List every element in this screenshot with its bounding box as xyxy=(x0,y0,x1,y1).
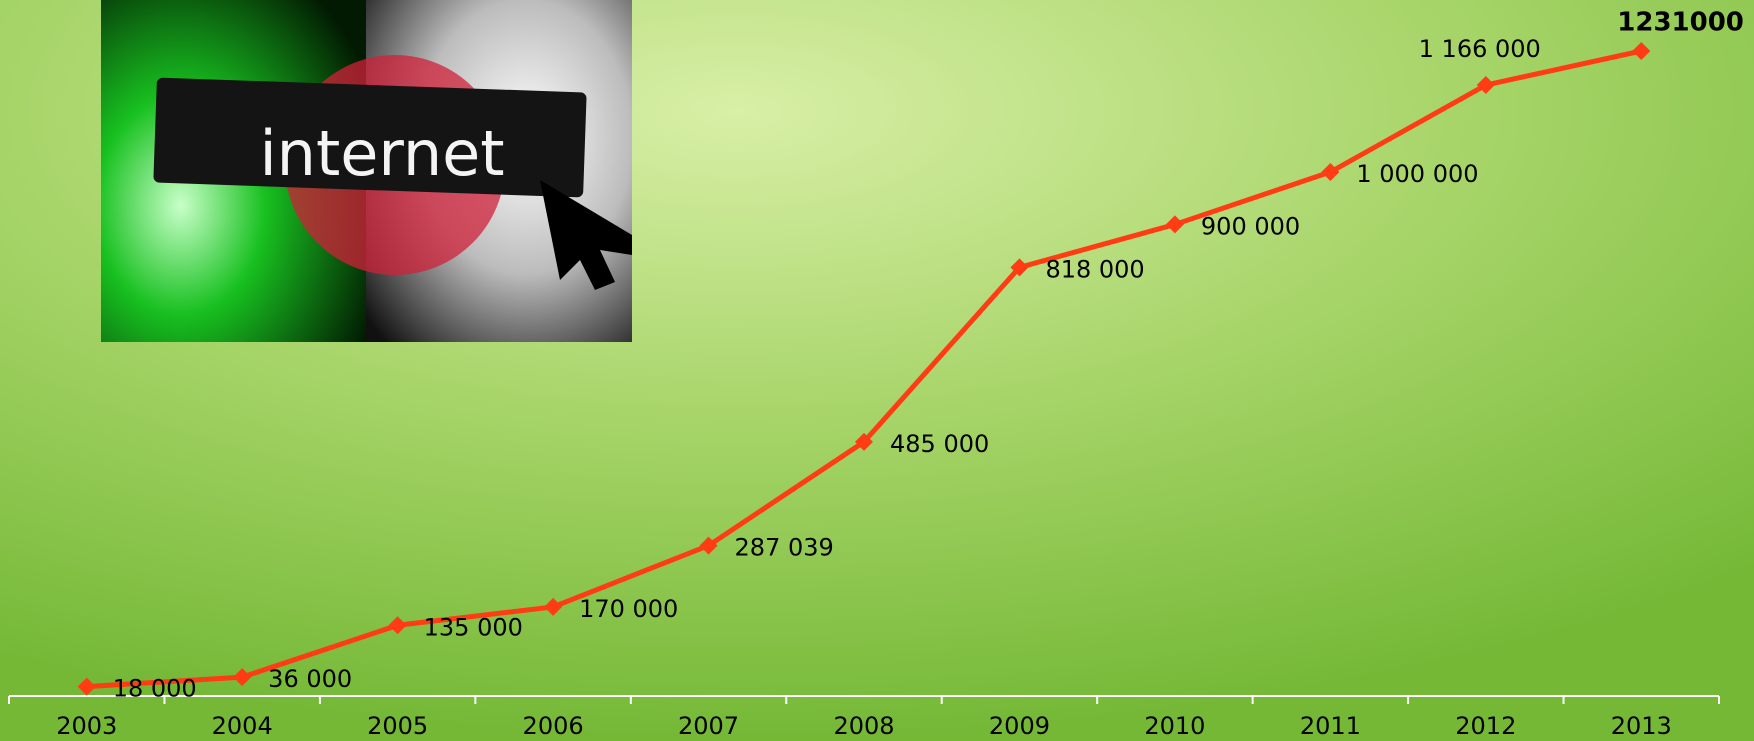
data-marker xyxy=(855,432,873,451)
data-marker xyxy=(1476,76,1495,95)
x-tick-label: 2006 xyxy=(523,712,584,740)
data-marker xyxy=(388,616,407,635)
x-tick-label: 2010 xyxy=(1144,712,1205,740)
photo-button xyxy=(153,77,587,198)
data-marker xyxy=(544,597,563,616)
data-marker xyxy=(1321,163,1340,182)
value-label: 1231000 xyxy=(1617,8,1744,38)
photo-cursor xyxy=(540,180,632,290)
data-marker xyxy=(1165,215,1184,234)
value-label: 1 166 000 xyxy=(1419,35,1541,63)
value-label: 170 000 xyxy=(579,595,678,623)
data-marker xyxy=(1632,42,1651,60)
x-tick-label: 2008 xyxy=(833,712,894,740)
value-label: 18 000 xyxy=(113,675,197,703)
data-marker xyxy=(77,677,96,696)
photo: internet xyxy=(101,0,632,342)
value-label: 900 000 xyxy=(1201,212,1300,240)
x-tick-label: 2013 xyxy=(1611,712,1672,740)
x-tick-label: 2004 xyxy=(212,712,273,740)
x-tick-label: 2005 xyxy=(367,712,428,740)
x-tick-label: 2003 xyxy=(56,712,117,740)
x-tick-label: 2012 xyxy=(1455,712,1516,740)
value-label: 818 000 xyxy=(1045,255,1144,283)
value-label: 135 000 xyxy=(424,613,523,641)
photo-text: internet xyxy=(259,117,504,190)
data-marker xyxy=(699,536,718,555)
value-label: 485 000 xyxy=(890,430,989,458)
data-marker xyxy=(1010,258,1029,277)
value-label: 36 000 xyxy=(268,665,352,693)
x-tick-label: 2011 xyxy=(1300,712,1361,740)
x-tick-label: 2009 xyxy=(989,712,1050,740)
value-label: 1 000 000 xyxy=(1356,160,1478,188)
value-label: 287 039 xyxy=(735,534,834,562)
data-marker xyxy=(233,668,252,687)
x-tick-label: 2007 xyxy=(678,712,739,740)
